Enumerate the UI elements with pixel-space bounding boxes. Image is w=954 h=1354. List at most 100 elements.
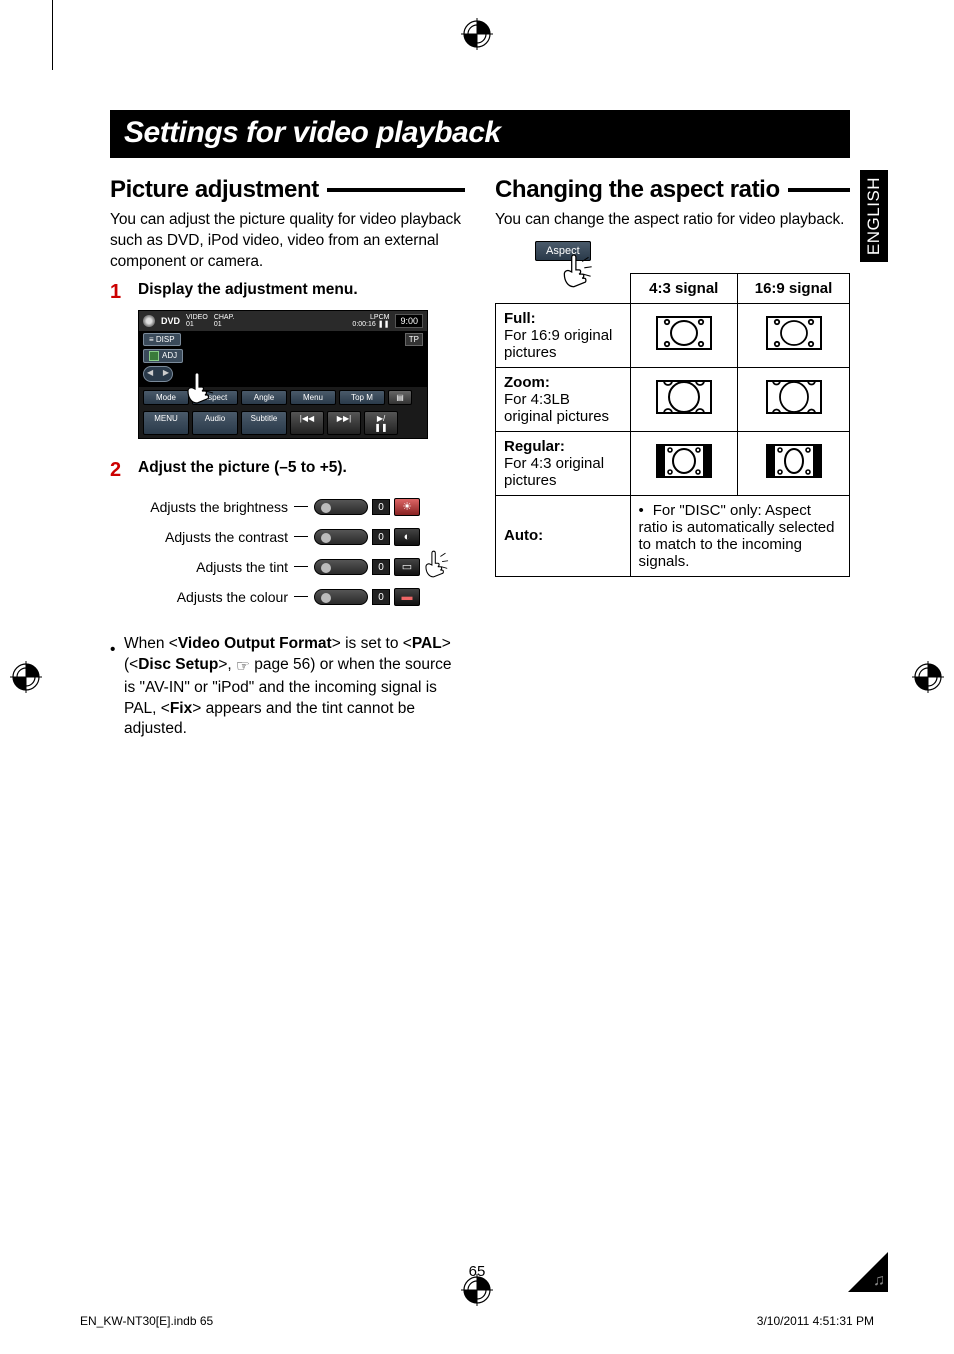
footer-right: 3/10/2011 4:51:31 PM	[757, 1314, 874, 1328]
page-root: ENGLISH Settings for video playback Pict…	[0, 0, 954, 1354]
row-tint: Adjusts the tint 0 ▭	[138, 552, 465, 582]
dvd-flag-button[interactable]: ▤	[388, 390, 412, 405]
label-tint: Adjusts the tint	[138, 559, 288, 575]
auto-desc: • For "DISC" only: Aspect ratio is autom…	[630, 495, 849, 576]
th-169: 16:9 signal	[738, 273, 850, 303]
disc-icon	[143, 315, 155, 327]
register-mark-top	[461, 18, 493, 50]
left-column: Picture adjustment You can adjust the pi…	[110, 176, 465, 740]
dvd-subtitle-button[interactable]: Subtitle	[241, 411, 287, 435]
aspect-table: 4:3 signal 16:9 signal Full:For 16:9 ori…	[495, 273, 850, 577]
dvd-angle-button[interactable]: Angle	[241, 390, 287, 405]
content-area: Settings for video playback Picture adju…	[110, 110, 850, 740]
section-header-aspect: Changing the aspect ratio	[495, 176, 850, 204]
dvd-play-button[interactable]: ▶/❚❚	[364, 411, 398, 435]
tint-icon: ▭	[394, 558, 420, 576]
row-contrast: Adjusts the contrast 0 ◐	[138, 522, 465, 552]
aspect-row-auto: Auto: • For "DISC" only: Aspect ratio is…	[496, 495, 850, 576]
dvd-body: ≡ DISP ADJ TP	[139, 331, 427, 387]
register-mark-right	[912, 661, 944, 693]
bullet-icon	[110, 634, 116, 741]
aspect-header-row: 4:3 signal 16:9 signal	[496, 273, 850, 303]
two-columns: Picture adjustment You can adjust the pi…	[110, 176, 850, 740]
register-mark-left	[10, 661, 42, 693]
slider-brightness[interactable]: 0 ☀	[314, 498, 420, 516]
step-1-number: 1	[110, 281, 128, 304]
right-column: Changing the aspect ratio You can change…	[495, 176, 850, 740]
note-text: When <Video Output Format> is set to <PA…	[124, 634, 465, 741]
dvd-next-button[interactable]: ▶▶|	[327, 411, 361, 435]
heading-rule	[788, 188, 850, 192]
row-brightness: Adjusts the brightness 0 ☀	[138, 492, 465, 522]
dvd-arrows-button[interactable]	[143, 366, 173, 382]
contrast-icon: ◐	[394, 528, 420, 546]
regular-169-icon	[738, 431, 850, 495]
dvd-disp-button[interactable]: ≡ DISP	[143, 333, 181, 346]
aspect-row-zoom: Zoom:For 4:3LB original pictures	[496, 367, 850, 431]
dvd-adj-button[interactable]: ADJ	[143, 349, 183, 363]
full-label: Full:For 16:9 original pictures	[496, 303, 631, 367]
heading-picture-adjustment: Picture adjustment	[110, 176, 319, 204]
dvd-menu2-button[interactable]: MENU	[143, 411, 189, 435]
dvd-lpcm: LPCM0:00:16 ❚❚	[352, 314, 389, 328]
crop-mark	[52, 0, 53, 70]
row-colour: Adjusts the colour 0 ▬	[138, 582, 465, 612]
aspect-row-full: Full:For 16:9 original pictures	[496, 303, 850, 367]
dvd-topm-button[interactable]: Top M	[339, 390, 385, 405]
slider-tint[interactable]: 0 ▭	[314, 558, 420, 576]
dvd-chap-label: CHAP.01	[214, 314, 235, 328]
page-number: 65	[469, 1263, 486, 1280]
regular-label: Regular:For 4:3 original pictures	[496, 431, 631, 495]
footer-left: EN_KW-NT30[E].indb 65	[80, 1314, 213, 1328]
leader-line	[294, 566, 308, 567]
dvd-menu-screenshot: DVD VIDEO01 CHAP.01 LPCM0:00:16 ❚❚ 9:00	[138, 310, 428, 439]
dvd-row-2: MENU Audio Subtitle |◀◀ ▶▶| ▶/❚❚	[139, 408, 427, 438]
dvd-left-controls: ≡ DISP ADJ	[143, 333, 183, 382]
leader-line	[294, 596, 308, 597]
pointing-finger-icon	[420, 548, 454, 585]
aspect-row-regular: Regular:For 4:3 original pictures	[496, 431, 850, 495]
full-169-icon	[738, 303, 850, 367]
full-43-icon	[630, 303, 738, 367]
page-title: Settings for video playback	[110, 110, 850, 158]
section-header-picture: Picture adjustment	[110, 176, 465, 204]
label-colour: Adjusts the colour	[138, 589, 288, 605]
language-tab: ENGLISH	[860, 170, 888, 262]
th-43: 4:3 signal	[630, 273, 738, 303]
slider-contrast[interactable]: 0 ◐	[314, 528, 420, 546]
intro-aspect: You can change the aspect ratio for vide…	[495, 210, 850, 231]
intro-picture: You can adjust the picture quality for v…	[110, 210, 465, 273]
heading-aspect-ratio: Changing the aspect ratio	[495, 176, 780, 204]
regular-43-icon	[630, 431, 738, 495]
dvd-audio-button[interactable]: Audio	[192, 411, 238, 435]
pointing-finger-icon	[181, 369, 221, 411]
slider-colour[interactable]: 0 ▬	[314, 588, 420, 606]
aspect-button-illustration: Aspect	[535, 241, 615, 259]
dvd-src-label: DVD	[161, 316, 180, 326]
step-2-number: 2	[110, 459, 128, 482]
label-contrast: Adjusts the contrast	[138, 529, 288, 545]
leader-line	[294, 536, 308, 537]
step-1: 1 Display the adjustment menu.	[110, 281, 465, 304]
heading-rule	[327, 188, 465, 192]
zoom-169-icon	[738, 367, 850, 431]
dvd-video-label: VIDEO01	[186, 314, 208, 328]
pointing-finger-icon	[557, 251, 599, 298]
hand-pointer-icon: ☞	[236, 657, 250, 678]
zoom-label: Zoom:For 4:3LB original pictures	[496, 367, 631, 431]
footer: EN_KW-NT30[E].indb 65 3/10/2011 4:51:31 …	[80, 1314, 874, 1328]
language-tab-label: ENGLISH	[864, 177, 884, 255]
leader-line	[294, 506, 308, 507]
label-brightness: Adjusts the brightness	[138, 499, 288, 515]
music-corner-icon: ♫	[848, 1252, 888, 1292]
auto-label: Auto:	[496, 495, 631, 576]
colour-icon: ▬	[394, 588, 420, 606]
brightness-icon: ☀	[394, 498, 420, 516]
dvd-menu-button[interactable]: Menu	[290, 390, 336, 405]
step-2: 2 Adjust the picture (–5 to +5).	[110, 459, 465, 482]
step-1-text: Display the adjustment menu.	[138, 281, 358, 304]
step-2-text: Adjust the picture (–5 to +5).	[138, 459, 347, 482]
dvd-tp-indicator: TP	[405, 333, 423, 346]
dvd-prev-button[interactable]: |◀◀	[290, 411, 324, 435]
dvd-clock: 9:00	[395, 314, 423, 328]
